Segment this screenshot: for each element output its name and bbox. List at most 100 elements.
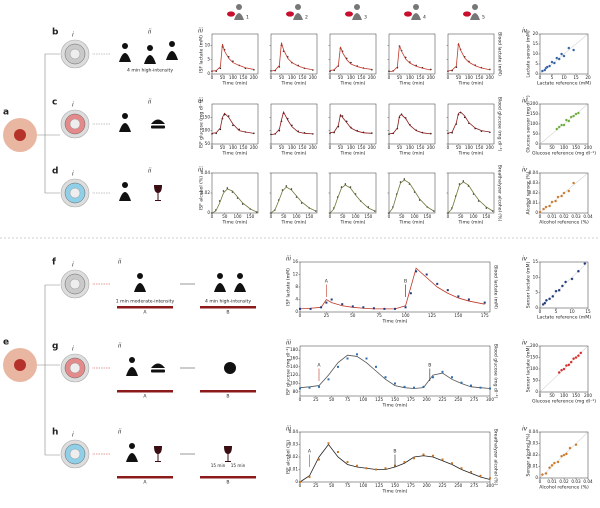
y-tick-label: 4 bbox=[295, 297, 298, 302]
y-tick-label: 0 bbox=[535, 475, 538, 480]
y-tick-label: 150 bbox=[530, 111, 538, 116]
x-tick-label: 0 bbox=[539, 145, 542, 150]
x-tick-label: 275 bbox=[470, 483, 478, 488]
reference-point bbox=[460, 381, 463, 384]
x-tick-label: 50 bbox=[279, 75, 285, 80]
reference-point bbox=[403, 385, 406, 388]
x-tick-label: 200 bbox=[423, 483, 431, 488]
reference-point bbox=[346, 461, 349, 463]
reference-point bbox=[467, 298, 470, 301]
scatter-point bbox=[557, 125, 561, 129]
subject-head bbox=[354, 4, 360, 10]
icon-body bbox=[134, 283, 146, 292]
icon-burger-bottom bbox=[151, 125, 165, 129]
icon-body bbox=[234, 283, 246, 292]
scatter-point bbox=[557, 57, 561, 61]
scatter-point bbox=[570, 277, 574, 281]
scatter-point bbox=[577, 354, 580, 358]
x-tick-label: 50 bbox=[350, 313, 356, 318]
x-tick-label: 150 bbox=[475, 75, 483, 80]
x-axis-label: Time (min) bbox=[340, 151, 366, 157]
x-tick-label: 200 bbox=[427, 145, 435, 150]
y-axis-label: ISF lactate (mM) bbox=[199, 35, 205, 73]
scatter-point bbox=[541, 69, 544, 73]
x-tick-label: 150 bbox=[298, 145, 306, 150]
scatter-point bbox=[562, 54, 566, 58]
x-axis-label: Time (min) bbox=[281, 220, 307, 226]
y-tick-label: 8 bbox=[295, 284, 298, 289]
reference-point bbox=[460, 467, 463, 470]
plot-frame bbox=[388, 33, 436, 75]
reference-point bbox=[403, 461, 406, 463]
reference-point bbox=[451, 462, 453, 465]
reference-point bbox=[365, 357, 368, 360]
scatter-point bbox=[560, 194, 563, 198]
x-tick-label: 0 bbox=[539, 393, 542, 398]
sub-label: i bbox=[72, 432, 74, 439]
x-tick-label: 250 bbox=[454, 397, 462, 402]
x-tick-label: 0 bbox=[539, 214, 542, 219]
reference-point bbox=[432, 454, 434, 457]
reference-point bbox=[351, 305, 354, 308]
x-tick-label: 10 bbox=[569, 309, 575, 314]
x-tick-label: 200 bbox=[486, 75, 494, 80]
y2-axis-label: Blood lactate (mM) bbox=[497, 32, 503, 76]
sub-label: iii bbox=[198, 167, 203, 174]
x-tick-label: 200 bbox=[486, 145, 494, 150]
icon-burger-bottom bbox=[151, 369, 165, 373]
x-tick-label: 0 bbox=[270, 75, 273, 80]
scatter-point bbox=[569, 115, 573, 119]
sensor-line bbox=[211, 112, 254, 134]
x-axis-label: Lactate reference (mM) bbox=[537, 315, 591, 321]
x-tick-label: 125 bbox=[375, 483, 383, 488]
event-label: A bbox=[308, 449, 312, 455]
reference-point bbox=[441, 458, 444, 461]
y-tick-label: 10 bbox=[205, 42, 211, 47]
x-tick-label: 100 bbox=[560, 145, 568, 150]
y-tick-label: 150 bbox=[202, 114, 210, 119]
scatter-point bbox=[560, 123, 563, 127]
y2-axis-label: Blood glucose (mg dl⁻¹) bbox=[493, 344, 499, 399]
reference-point bbox=[413, 386, 415, 389]
x-tick-label: 225 bbox=[439, 483, 447, 488]
sensor-line bbox=[447, 181, 493, 214]
sensor-line bbox=[270, 186, 316, 214]
x-tick-label: 100 bbox=[465, 145, 473, 150]
y-tick-label: 50 bbox=[205, 141, 211, 146]
scatter-point bbox=[543, 301, 547, 305]
scatter-point bbox=[544, 205, 548, 209]
sensor-line bbox=[270, 42, 313, 72]
reference-point bbox=[432, 376, 434, 379]
scatter-point bbox=[548, 466, 551, 470]
y-tick-label: 5 bbox=[207, 57, 210, 62]
x-axis-label: Time (min) bbox=[281, 81, 307, 87]
sub-label: ii bbox=[118, 429, 122, 436]
reference-point bbox=[219, 67, 222, 70]
y-tick-label: 0 bbox=[535, 305, 538, 310]
scatter-point bbox=[560, 454, 563, 458]
scatter-point bbox=[556, 460, 560, 464]
y-tick-label: 50 bbox=[533, 378, 539, 383]
icon-body bbox=[166, 51, 178, 60]
scatter-point bbox=[574, 356, 578, 359]
scatter-point bbox=[545, 65, 549, 69]
caption: 1 min moderate-intensity bbox=[116, 299, 175, 305]
reference-point bbox=[403, 178, 406, 180]
scatter-point bbox=[554, 199, 557, 203]
y-tick-label: 0.02 bbox=[289, 454, 299, 459]
scatter-point bbox=[565, 452, 568, 456]
reference-point bbox=[308, 476, 311, 478]
scatter-point bbox=[572, 114, 575, 118]
y-tick-label: 0.02 bbox=[529, 452, 539, 457]
x-tick-label: 150 bbox=[364, 214, 372, 219]
y-axis-label: Alcohol sensor (%) bbox=[526, 171, 532, 214]
timing: 15 min bbox=[231, 463, 246, 468]
x-tick-label: 20 bbox=[585, 75, 591, 80]
x-tick-label: 100 bbox=[402, 313, 410, 318]
icon-body bbox=[119, 192, 131, 201]
y-axis-label: ISF lactate (mM) bbox=[286, 268, 292, 306]
scatter-point bbox=[554, 289, 558, 293]
phase-bar bbox=[117, 306, 173, 309]
x-tick-label: 100 bbox=[406, 75, 414, 80]
plot-frame bbox=[447, 172, 495, 214]
